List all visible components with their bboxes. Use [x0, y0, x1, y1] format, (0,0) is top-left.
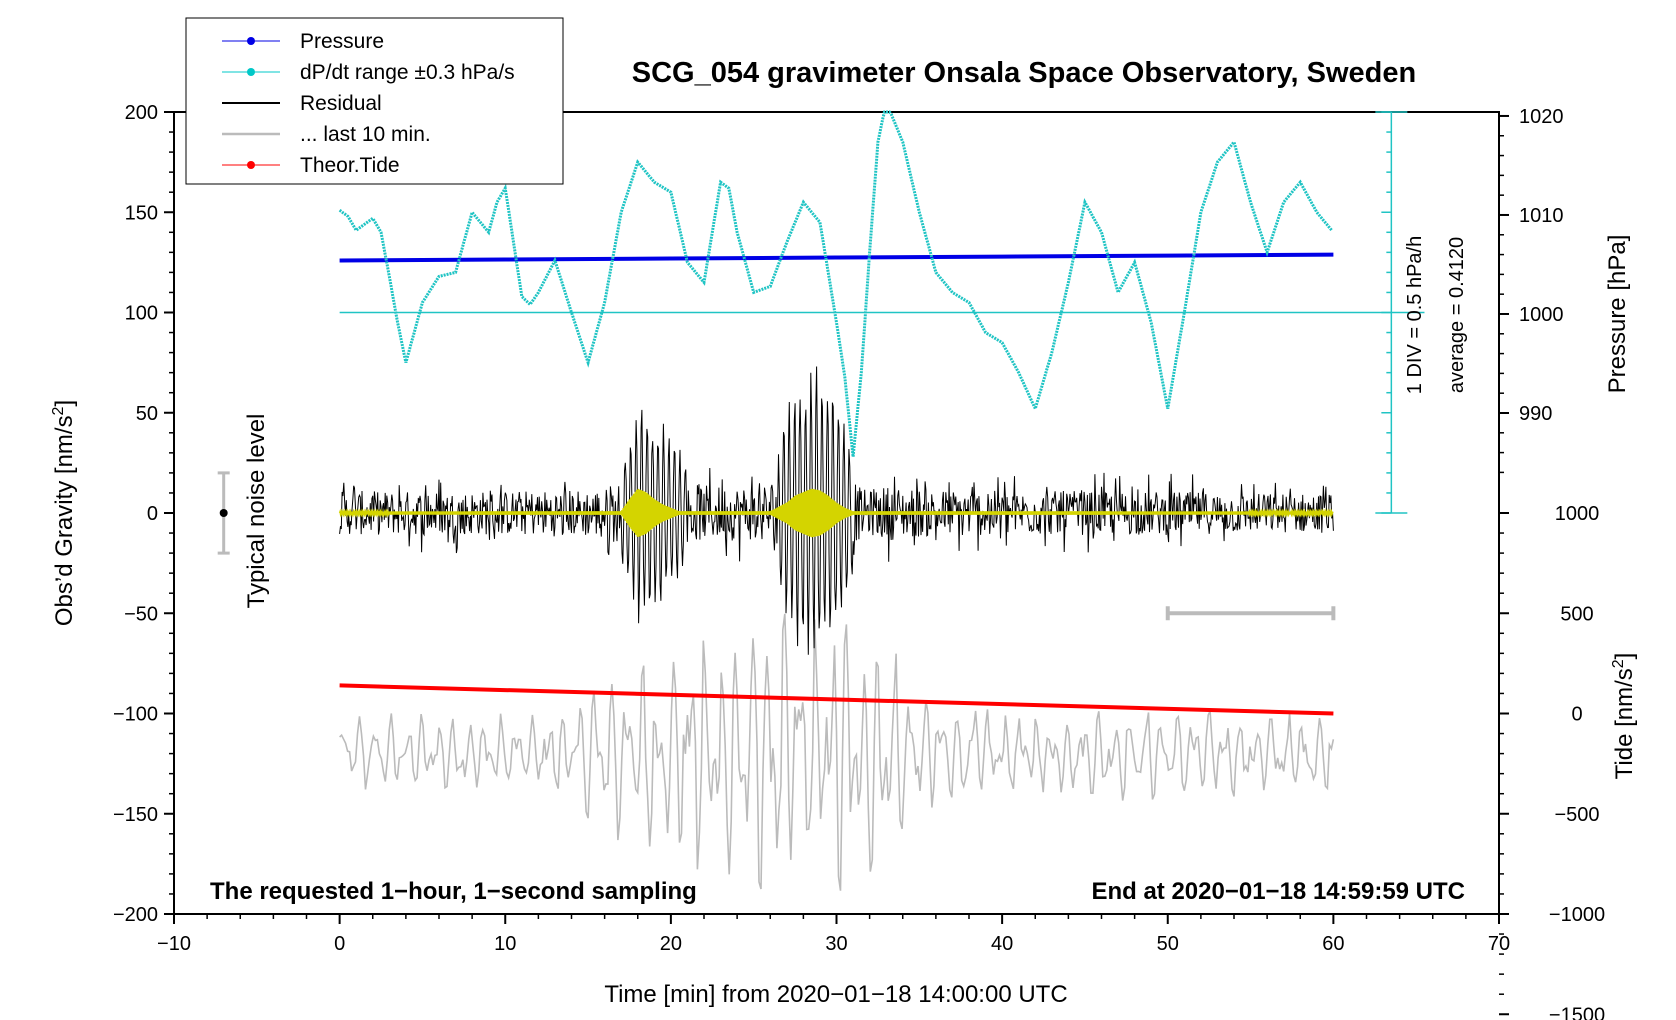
- y-left-axis-label: Obs’d Gravity [nm/s2]: [50, 400, 78, 626]
- pressure-tick-label: 1020: [1519, 106, 1564, 128]
- x-tick-label: 40: [991, 933, 1013, 955]
- y-tick-label: 0: [147, 503, 158, 525]
- x-tick-label: 10: [494, 933, 516, 955]
- legend-marker: [247, 68, 255, 76]
- seismic-overlay-trace: [338, 488, 1334, 538]
- tide-tick-label: 500: [1560, 603, 1593, 625]
- tide-axis: 1000 500 0 −500 −1000 −1500: [1499, 503, 1605, 1020]
- pressure-tick-label: 990: [1519, 403, 1552, 425]
- x-tick-label: 20: [660, 933, 682, 955]
- x-tick-label: 0: [334, 933, 345, 955]
- pressure-line: [339, 252, 1334, 263]
- noise-level-dot: [219, 509, 228, 517]
- chart-title: SCG_054 gravimeter Onsala Space Observat…: [632, 57, 1416, 89]
- annotation-layer: [217, 111, 1408, 621]
- pressure-axis-label: Pressure [hPa]: [1604, 235, 1631, 394]
- pressure-tick-label: 1000: [1519, 304, 1564, 326]
- dpdt-trace: [338, 110, 1333, 458]
- annotation-sampling: The requested 1−hour, 1−second sampling: [210, 878, 697, 905]
- legend-label: ... last 10 min.: [300, 123, 431, 146]
- last-10-min-layer: [339, 613, 1335, 891]
- legend-marker: [247, 37, 255, 45]
- pressure-layer: [339, 252, 1334, 263]
- tide-tick-label: −500: [1554, 804, 1599, 826]
- residual-trace: [339, 366, 1334, 655]
- legend-label: dP/dt range ±0.3 hPa/s: [300, 61, 515, 84]
- legend-marker: [247, 161, 255, 169]
- y-tick-label: 100: [125, 303, 158, 325]
- tide-tick-label: 1000: [1555, 503, 1600, 525]
- tide-axis-label: Tide [nm/s2]: [1610, 653, 1638, 780]
- x-tick-label: 50: [1157, 933, 1179, 955]
- y-tick-label: 150: [125, 202, 158, 224]
- y-left-axis: 200 150 100 50 0 −50 −100 −150 −200: [113, 102, 174, 926]
- last-10-min-trace: [339, 613, 1335, 891]
- legend-label: Theor.Tide: [300, 154, 400, 177]
- tide-tick-label: −1000: [1549, 904, 1605, 926]
- x-axis-label: Time [min] from 2020−01−18 14:00:00 UTC: [604, 981, 1067, 1008]
- y-tick-label: 50: [136, 403, 158, 425]
- y-tick-label: 200: [125, 102, 158, 124]
- x-tick-label: 30: [825, 933, 847, 955]
- y-tick-label: −100: [113, 704, 158, 726]
- seismic-overlay-layer: [338, 488, 1334, 538]
- y-tick-label: −150: [113, 804, 158, 826]
- residual-layer: [339, 366, 1334, 655]
- legend-label: Pressure: [300, 30, 384, 53]
- pressure-average-label: average = 0.4120: [1446, 237, 1468, 393]
- y-tick-label: −50: [124, 603, 158, 625]
- x-axis: −10 0 10 20 30 40 50 60 70: [157, 914, 1510, 955]
- theor-tide-layer: [339, 683, 1334, 716]
- dpdt-layer: [338, 110, 1425, 458]
- noise-level-label: Typical noise level: [243, 414, 270, 609]
- pressure-tick-label: 1010: [1519, 205, 1564, 227]
- pressure-div-label: 1 DIV = 0.5 hPa/h: [1404, 236, 1426, 394]
- y-tick-label: −200: [113, 904, 158, 926]
- pressure-axis: 1020 1010 1000 990: [1499, 106, 1564, 474]
- theor-tide-line: [339, 683, 1334, 716]
- legend: Pressure dP/dt range ±0.3 hPa/s Residual..…: [185, 17, 564, 185]
- x-tick-label: −10: [157, 933, 191, 955]
- annotation-end-time: End at 2020−01−18 14:59:59 UTC: [1091, 878, 1465, 905]
- tide-tick-label: −1500: [1549, 1004, 1605, 1020]
- x-tick-label: 60: [1322, 933, 1344, 955]
- x-tick-label: 70: [1488, 933, 1510, 955]
- tide-tick-label: 0: [1571, 704, 1582, 726]
- legend-label: Residual: [300, 92, 382, 115]
- legend-box: [185, 17, 564, 185]
